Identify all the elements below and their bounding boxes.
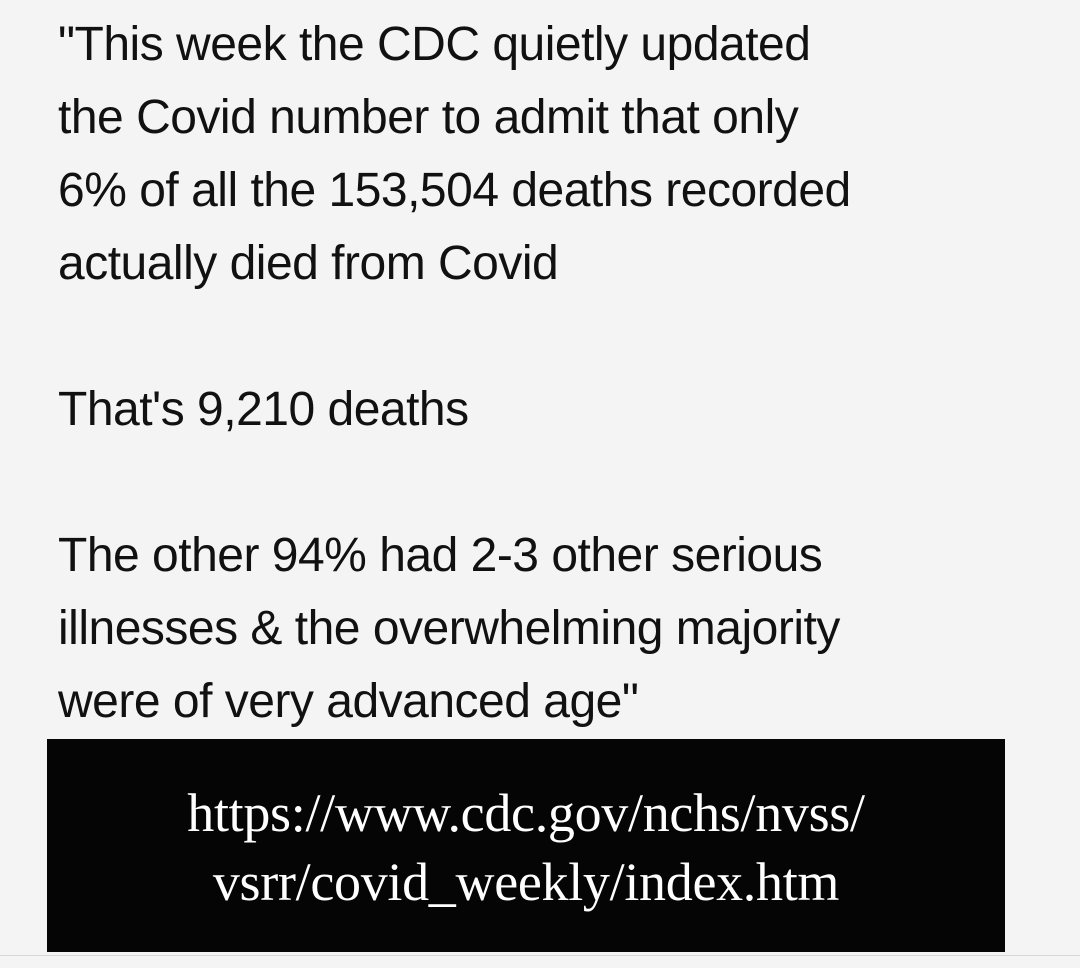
cdc-link-box: https://www.cdc.gov/nchs/nvss/ vsrr/covi… (47, 739, 1005, 952)
post-paragraph-3: The other 94% had 2-3 other serious illn… (58, 529, 840, 728)
bottom-divider (0, 955, 1080, 956)
cdc-link-text: https://www.cdc.gov/nchs/nvss/ vsrr/covi… (187, 782, 865, 912)
post-text-block: "This week the CDC quietly updated the C… (58, 8, 1038, 738)
post-paragraph-2: That's 9,210 deaths (58, 383, 469, 436)
post-paragraph-1: "This week the CDC quietly updated the C… (58, 18, 851, 290)
